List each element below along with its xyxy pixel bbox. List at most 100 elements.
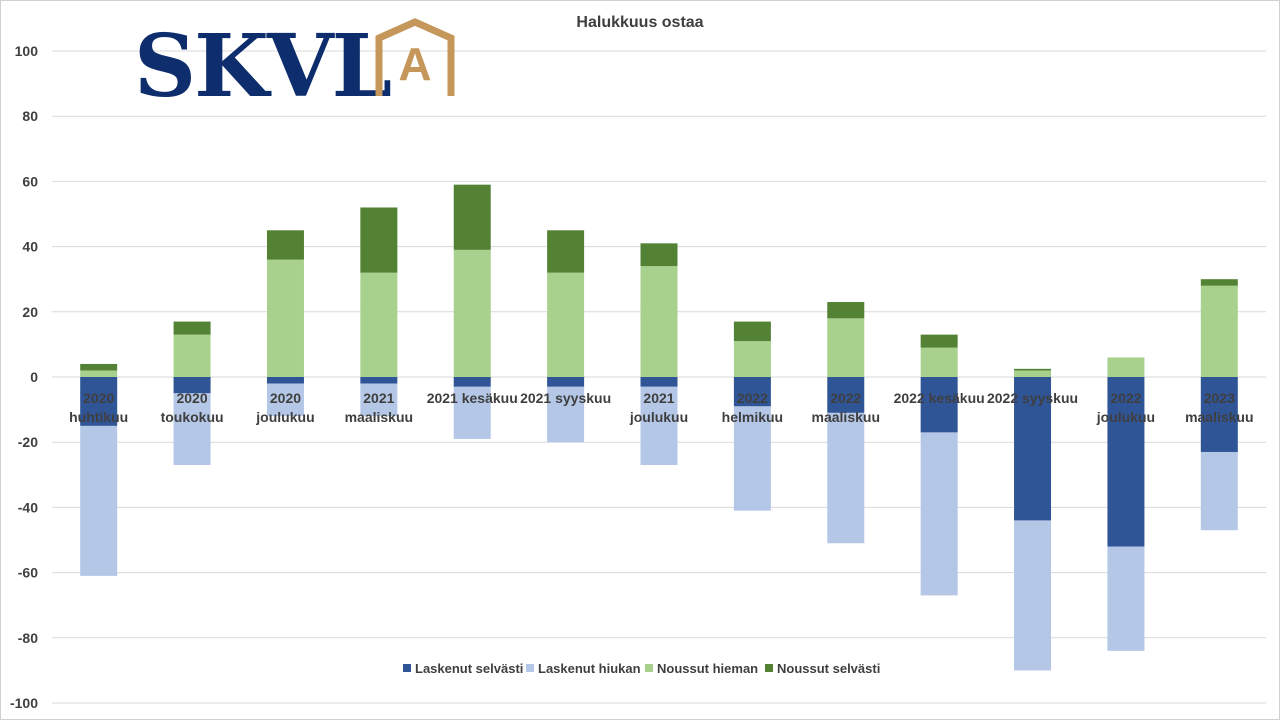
bar-segment [1107,546,1145,651]
bar-segment [640,386,678,466]
bar-segment [360,272,398,377]
bar-segment [920,377,958,433]
category-label-line: helmikuu [722,409,783,425]
category-label-line: 2021 syyskuu [520,390,611,406]
gridlines [52,50,1266,704]
bar-segment [1014,520,1052,671]
category-label-line: 2022 [830,390,861,406]
category-label-line: 2022 kesäkuu [894,390,985,406]
bar-segment [80,425,118,576]
bar-segment [453,377,491,387]
bar-segment [173,393,211,466]
bar-segment [266,230,304,260]
category-label: 2022 maaliskuu [812,390,880,425]
y-tick-label: -80 [18,630,38,646]
bar-segment [827,412,865,544]
y-tick-label: 0 [30,369,38,385]
category-label-line: 2022 [737,390,768,406]
category-label-line: 2021 [363,390,394,406]
category-label: 2023 maaliskuu [1185,390,1253,425]
bar-segment [173,377,211,394]
bar-segment [80,370,118,377]
category-label-line: 2020 [176,390,207,406]
bar-segment [827,318,865,377]
category-label-line: 2020 [83,390,114,406]
bar-segment [733,341,771,377]
category-label: 2021 kesäkuu [427,390,518,406]
legend-swatch [645,664,653,672]
bar-segment [173,334,211,377]
y-tick-label: 20 [22,304,38,320]
bar-segment [80,377,118,426]
category-label: 2022 joulukuu [1096,390,1155,425]
bar-segment [640,243,678,267]
bar-segment [1200,279,1238,286]
legend-label: Laskenut hiukan [538,661,641,676]
category-label: 2020 huhtikuu [69,390,128,425]
category-label-line: toukokuu [161,409,224,425]
y-tick-label: 40 [22,239,38,255]
y-tick-label: -20 [18,434,38,450]
bar-segment [266,377,304,384]
bar-segment [453,386,491,439]
legend-label: Noussut hieman [657,661,758,676]
bar-segment [266,383,304,417]
category-label-line: joulukuu [255,409,314,425]
category-label-line: joulukuu [1096,409,1155,425]
bar-segment [80,363,118,371]
bar-segment [360,383,398,417]
bar-segment [1200,285,1238,377]
category-label-line: maaliskuu [812,409,880,425]
logo-house-mark: A [375,18,455,96]
category-label: 2020 toukokuu [161,390,224,425]
bar-segment [1200,451,1238,531]
bar-segment [733,377,771,407]
category-label-line: 2021 kesäkuu [427,390,518,406]
bar-segment [547,272,585,377]
y-axis-ticks: 100 80 60 40 20 0 -20 -40 -60 -80 -100 [10,43,38,711]
bar-segment [547,230,585,273]
legend-swatch [765,664,773,672]
legend-label: Laskenut selvästi [415,661,523,676]
category-label: 2022 helmikuu [722,390,783,425]
category-label-line: 2020 [270,390,301,406]
bar-segment [827,302,865,319]
y-tick-label: -60 [18,565,38,581]
y-tick-label: 80 [22,108,38,124]
bar-segment [733,321,771,342]
bar-segment [1107,377,1145,547]
bar-segment [1014,370,1052,377]
bar-segment [453,184,491,250]
category-label-line: maaliskuu [1185,409,1253,425]
category-label-line: 2023 [1204,390,1235,406]
category-label: 2022 kesäkuu [894,390,985,406]
bar-segment [547,377,585,387]
category-label: 2021 maaliskuu [345,390,413,425]
bar-segment [827,377,865,413]
bar-segment [920,334,958,348]
bar-segment [547,386,585,443]
y-tick-label: 100 [15,43,39,59]
category-label: 2022 syyskuu [987,390,1078,406]
bar-segment [360,377,398,384]
category-label-line: maaliskuu [345,409,413,425]
bar-segment [733,406,771,511]
logo-text: SKVL [134,16,391,117]
bar-segment [1014,368,1052,371]
category-label-line: 2022 syyskuu [987,390,1078,406]
y-tick-label: -100 [10,695,38,711]
legend-swatch [526,664,534,672]
legend-swatch [403,664,411,672]
skvl-logo: SKVL A [134,16,455,117]
category-label: 2020 joulukuu [255,390,314,425]
category-label-line: joulukuu [629,409,688,425]
category-label: 2021 syyskuu [520,390,611,406]
bar-segment [360,207,398,273]
bar-segment [173,321,211,335]
bar-segment [920,432,958,596]
legend: Laskenut selvästi Laskenut hiukan Noussut … [403,661,880,676]
bars [80,184,1238,671]
category-label-line: 2021 [643,390,674,406]
category-label-line: 2022 [1110,390,1141,406]
category-label-line: huhtikuu [69,409,128,425]
